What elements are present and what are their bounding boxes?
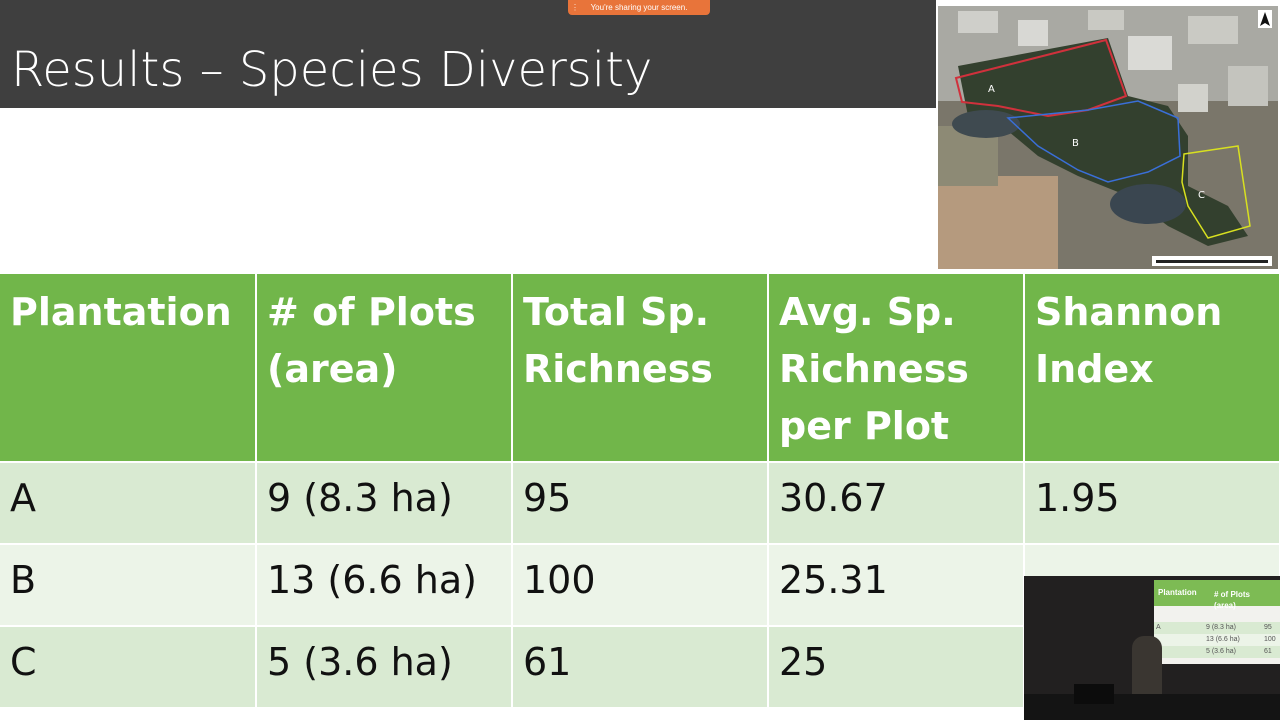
cell-plantation: C — [0, 626, 257, 709]
cell-total-richness: 95 — [512, 462, 769, 545]
screen-share-banner[interactable]: ⋮ You're sharing your screen. — [568, 0, 710, 15]
webcam-row: A 9 (8.3 ha) 95 — [1154, 622, 1280, 634]
webcam-row: 5 (3.6 ha) 61 — [1154, 646, 1280, 658]
plantation-c-outline — [1181, 145, 1251, 239]
webcam-cell: 9 (8.3 ha) — [1206, 624, 1236, 631]
webcam-header-plantation: Plantation — [1158, 588, 1197, 597]
cell-total-richness: 61 — [512, 626, 769, 709]
webcam-header-plots: # of Plots (area) — [1214, 590, 1251, 610]
plantation-a-outline — [954, 38, 1128, 118]
map-label-a: A — [988, 84, 995, 95]
cell-total-richness: 100 — [512, 544, 769, 627]
scale-bar — [1156, 260, 1268, 263]
header-total-richness: Total Sp. Richness — [512, 274, 769, 463]
header-num-plots: # of Plots (area) — [256, 274, 513, 463]
webcam-desk — [1024, 694, 1280, 720]
species-diversity-table: Plantation # of Plots (area) Total Sp. R… — [0, 274, 1280, 709]
drag-handle-icon[interactable]: ⋮ — [571, 3, 579, 12]
webcam-table-rows: A 9 (8.3 ha) 95 13 (6.6 ha) 100 5 (3.6 h… — [1154, 622, 1280, 658]
webcam-table-header: Plantation # of Plots (area) — [1154, 580, 1280, 610]
cell-avg-richness: 25 — [768, 626, 1025, 709]
cell-num-plots: 13 (6.6 ha) — [256, 544, 513, 627]
header-plantation: Plantation — [0, 274, 257, 463]
cell-plantation: A — [0, 462, 257, 545]
webcam-cell: 95 — [1264, 624, 1272, 631]
cell-plantation: B — [0, 544, 257, 627]
table-row: A 9 (8.3 ha) 95 30.67 1.95 — [0, 462, 1280, 545]
cell-avg-richness: 25.31 — [768, 544, 1025, 627]
cell-num-plots: 9 (8.3 ha) — [256, 462, 513, 545]
presenter-webcam-overlay[interactable]: Plantation # of Plots (area) A 9 (8.3 ha… — [1024, 576, 1280, 720]
webcam-cell: 61 — [1264, 648, 1272, 655]
map-label-b: B — [1072, 138, 1079, 149]
screen-share-text: You're sharing your screen. — [590, 3, 688, 12]
webcam-cell: 100 — [1264, 636, 1276, 643]
webcam-cell: A — [1156, 624, 1161, 631]
header-shannon-index: Shannon Index — [1024, 274, 1280, 463]
webcam-cell: 5 (3.6 ha) — [1206, 648, 1236, 655]
cell-num-plots: 5 (3.6 ha) — [256, 626, 513, 709]
webcam-cell: 13 (6.6 ha) — [1206, 636, 1240, 643]
webcam-row: 13 (6.6 ha) 100 — [1154, 634, 1280, 646]
slide-title: Results – Species Diversity — [11, 42, 653, 98]
cell-shannon-index: 1.95 — [1024, 462, 1280, 545]
site-map-image: A B C — [938, 6, 1278, 269]
header-avg-richness: Avg. Sp. Richness per Plot — [768, 274, 1025, 463]
cell-avg-richness: 30.67 — [768, 462, 1025, 545]
north-arrow-icon — [1260, 12, 1270, 26]
slide-title-bar: Results – Species Diversity — [0, 0, 936, 108]
webcam-monitor — [1074, 684, 1114, 704]
table-header-row: Plantation # of Plots (area) Total Sp. R… — [0, 274, 1280, 463]
plantation-b-outline — [1006, 100, 1181, 183]
map-label-c: C — [1198, 190, 1205, 201]
